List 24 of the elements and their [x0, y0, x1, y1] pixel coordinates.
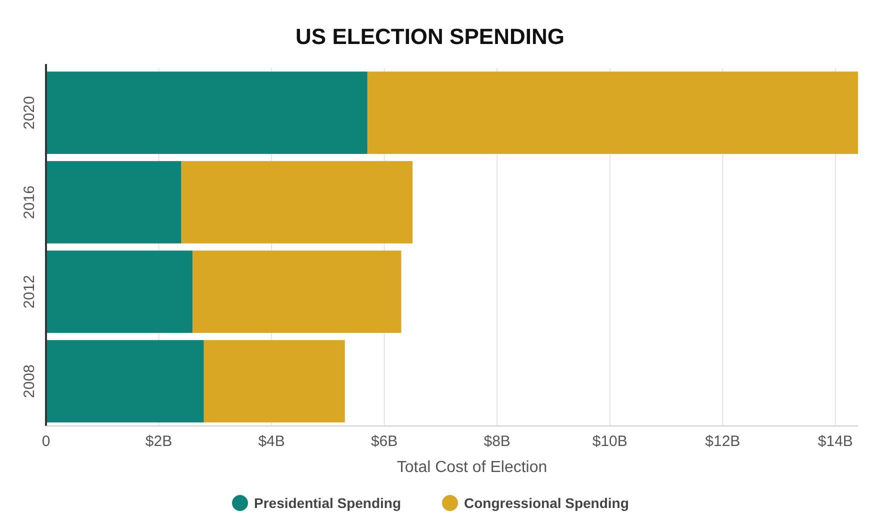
x-tick-label: $8B: [484, 433, 510, 450]
bar: [46, 250, 193, 333]
y-tick-label: 2016: [21, 186, 38, 219]
x-tick-label: $12B: [705, 433, 740, 450]
x-axis-title: Total Cost of Election: [396, 459, 548, 476]
x-tick-label: 0: [42, 433, 50, 450]
chart-title: US ELECTION SPENDING: [296, 24, 564, 49]
y-tick-label: 2020: [21, 96, 38, 130]
x-tick-label: $14B: [818, 433, 853, 450]
legend-label: Congressional Spending: [464, 495, 629, 511]
bar: [46, 340, 204, 422]
x-tick-label: $6B: [370, 433, 398, 450]
bar: [204, 340, 345, 422]
bar: [46, 161, 182, 244]
bar: [46, 72, 368, 154]
x-tick-label: $2B: [145, 433, 172, 450]
bar: [192, 250, 402, 333]
bar: [367, 72, 858, 154]
y-tick-label: 2008: [21, 364, 38, 398]
x-tick-label: $10B: [592, 433, 628, 450]
x-tick-label: $4B: [258, 433, 285, 450]
y-tick-label: 2012: [21, 275, 38, 308]
legend-label: Presidential Spending: [254, 495, 402, 511]
bar: [181, 161, 413, 244]
